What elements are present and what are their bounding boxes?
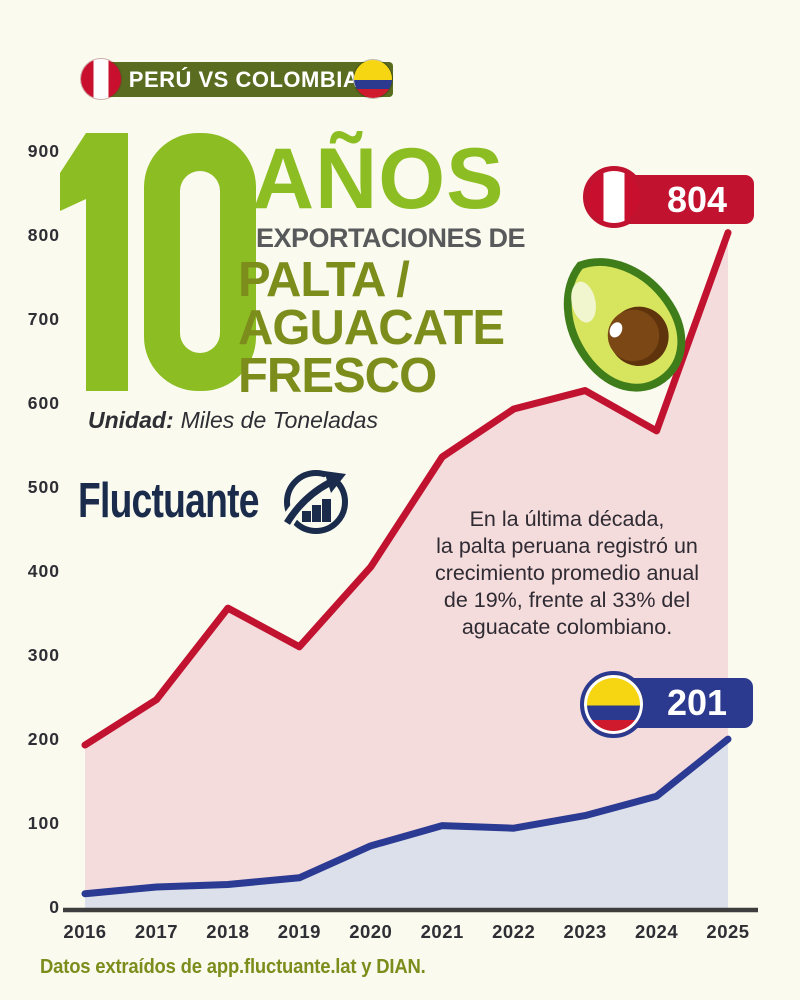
y-axis-label: 900 bbox=[27, 141, 60, 161]
y-axis-label: 100 bbox=[27, 813, 60, 833]
x-axis-label: 2016 bbox=[63, 921, 107, 942]
x-axis-label: 2018 bbox=[206, 921, 250, 942]
product-title: PALTA / AGUACATE FRESCO bbox=[238, 253, 505, 403]
y-axis-label: 0 bbox=[49, 897, 60, 917]
versus-banner: PERÚ VS COLOMBIA bbox=[95, 62, 393, 97]
peru-flag-icon bbox=[81, 59, 121, 99]
colombia-badge-value: 201 bbox=[666, 682, 728, 723]
growth-arrow-icon bbox=[280, 470, 348, 534]
unit-label: Unidad: bbox=[88, 407, 174, 433]
brand-logo-text: Fluctuante bbox=[78, 474, 259, 528]
x-axis-label: 2020 bbox=[349, 921, 393, 942]
x-axis-label: 2021 bbox=[420, 921, 464, 942]
colombia-area bbox=[85, 739, 728, 908]
colombia-line bbox=[81, 735, 732, 898]
y-axis-label: 700 bbox=[27, 309, 60, 329]
footer-text: Datos extraídos de app.fluctuante.lat y … bbox=[40, 955, 426, 978]
y-axis-label: 800 bbox=[27, 225, 60, 245]
avocado-icon bbox=[563, 258, 686, 392]
x-axis-label: 2024 bbox=[634, 921, 679, 942]
y-axis-label: 200 bbox=[27, 729, 60, 749]
subtitle: EXPORTACIONES DE bbox=[256, 223, 526, 253]
peru-badge-value: 804 bbox=[666, 178, 728, 220]
big-number-graphic bbox=[60, 133, 256, 391]
peru-flag-badge-icon bbox=[583, 166, 645, 228]
x-axis-label: 2023 bbox=[563, 921, 607, 942]
annotation-text: En la última década, la palta peruana re… bbox=[434, 507, 700, 639]
x-axis-label: 2017 bbox=[134, 921, 179, 942]
peru-line bbox=[81, 229, 732, 749]
unit-value: Miles de Toneladas bbox=[180, 407, 378, 433]
y-axis-label: 500 bbox=[27, 477, 60, 497]
y-axis-label: 400 bbox=[27, 561, 60, 581]
y-axis: 0 100 200 300 400 500 600 700 800 900 bbox=[0, 0, 62, 1000]
y-axis-label: 600 bbox=[27, 393, 60, 413]
x-axis-label: 2022 bbox=[492, 921, 536, 942]
x-axis-label: 2019 bbox=[277, 921, 321, 942]
colombia-flag-badge-icon bbox=[580, 671, 647, 738]
years-label: AÑOS bbox=[252, 131, 505, 227]
peru-area bbox=[85, 232, 728, 908]
unit-line: Unidad: Miles de Toneladas bbox=[88, 407, 378, 434]
x-axis: 2016 2017 2018 2019 2020 2021 2022 2023 2024 2025 bbox=[0, 921, 800, 951]
y-axis-label: 300 bbox=[27, 645, 60, 665]
versus-banner-title: PERÚ VS COLOMBIA bbox=[128, 66, 360, 92]
x-axis-label: 2025 bbox=[706, 921, 750, 942]
colombia-flag-icon bbox=[354, 60, 392, 98]
